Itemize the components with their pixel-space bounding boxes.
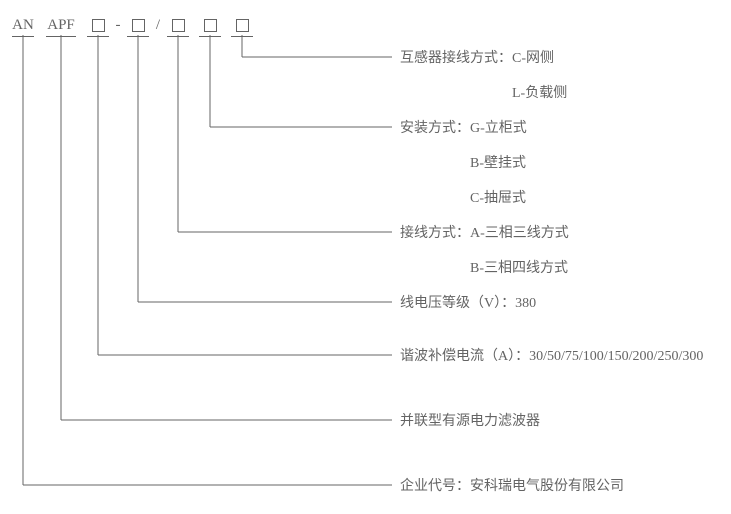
desc4-line-2: C-抽屉式 — [400, 188, 527, 209]
desc4-line-0: 安装方式：G-立柜式 — [400, 118, 527, 139]
desc5: 互感器接线方式：C-网侧 L-负载侧 — [400, 48, 567, 118]
desc5-line-1: L-负载侧 — [400, 83, 567, 104]
desc1-line-0: 谐波补偿电流（A）：30/50/75/100/150/200/250/300 — [400, 346, 703, 367]
seg-dash: - — [112, 17, 124, 34]
connector-lines — [0, 0, 731, 514]
desc3-line-0: 接线方式：A-三相三线方式 — [400, 223, 569, 244]
desc2-line-0: 线电压等级（V）：380 — [400, 293, 536, 314]
seg-box1 — [88, 17, 108, 34]
desc-apf-line-0: 并联型有源电力滤波器 — [400, 411, 540, 432]
seg-an: AN — [10, 17, 36, 34]
desc3-line-1: B-三相四线方式 — [400, 258, 569, 279]
desc5-line-0: 互感器接线方式：C-网侧 — [400, 48, 567, 69]
seg-apf: APF — [44, 17, 78, 34]
desc1: 谐波补偿电流（A）：30/50/75/100/150/200/250/300 — [400, 346, 703, 381]
seg-box5 — [232, 17, 252, 34]
desc2: 线电压等级（V）：380 — [400, 293, 536, 328]
desc-apf: 并联型有源电力滤波器 — [400, 411, 540, 446]
desc4: 安装方式：G-立柜式 B-壁挂式 C-抽屉式 — [400, 118, 527, 223]
desc3: 接线方式：A-三相三线方式 B-三相四线方式 — [400, 223, 569, 293]
seg-box2 — [128, 17, 148, 34]
seg-slash: / — [152, 17, 164, 34]
desc-an: 企业代号：安科瑞电气股份有限公司 — [400, 476, 624, 511]
desc-an-line-0: 企业代号：安科瑞电气股份有限公司 — [400, 476, 624, 497]
desc4-line-1: B-壁挂式 — [400, 153, 527, 174]
seg-box4 — [200, 17, 220, 34]
seg-box3 — [168, 17, 188, 34]
